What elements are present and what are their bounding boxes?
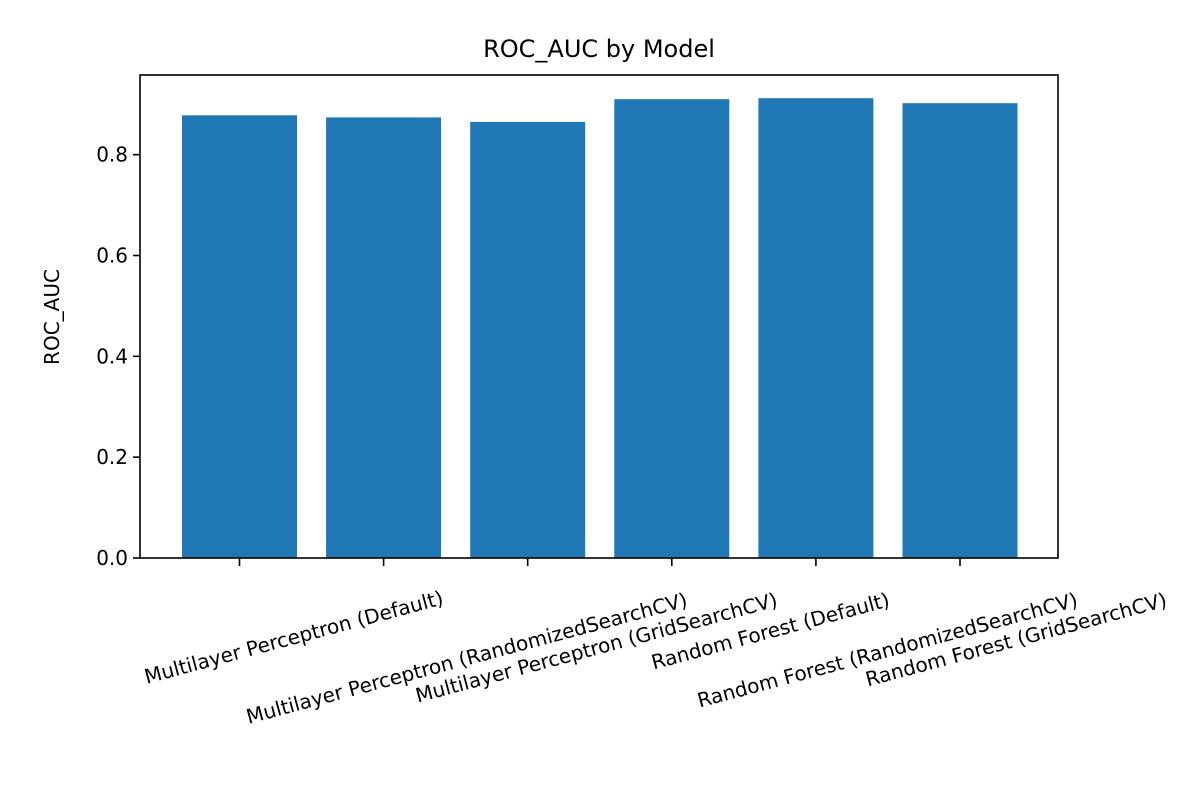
y-axis-label: ROC_AUC bbox=[40, 269, 64, 365]
y-tick-label-2: 0.4 bbox=[96, 344, 128, 368]
chart-title: ROC_AUC by Model bbox=[483, 35, 715, 63]
bar-3 bbox=[614, 99, 730, 558]
y-tick-label-3: 0.6 bbox=[96, 243, 128, 267]
y-tick-label-1: 0.2 bbox=[96, 445, 128, 469]
bar-1 bbox=[326, 117, 442, 559]
bar-4 bbox=[758, 98, 874, 558]
bar-2 bbox=[470, 121, 586, 559]
y-axis: 0.0 0.2 0.4 0.6 0.8 bbox=[96, 143, 140, 570]
plot-frame bbox=[139, 74, 1059, 559]
y-tick-label-0: 0.0 bbox=[96, 546, 128, 570]
bars-group bbox=[182, 98, 1018, 559]
y-tick-label-4: 0.8 bbox=[96, 143, 128, 167]
bar-5 bbox=[902, 103, 1018, 558]
bar-0 bbox=[182, 115, 297, 559]
